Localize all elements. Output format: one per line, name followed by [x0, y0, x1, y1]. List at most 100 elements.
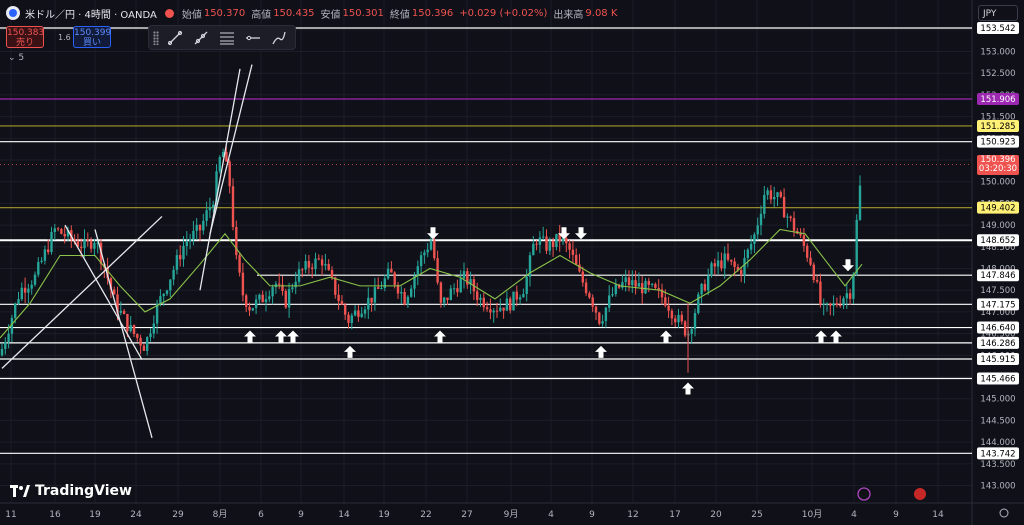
candle-body — [96, 242, 99, 244]
candle-body — [832, 303, 835, 306]
candle-body — [476, 291, 479, 300]
x-tick-label: 27 — [461, 510, 472, 520]
candle-body — [664, 297, 667, 306]
candle-body — [4, 341, 7, 349]
candle-body — [337, 294, 340, 301]
candle-body — [205, 210, 208, 221]
candle-body — [825, 303, 829, 305]
x-tick-label: 10月 — [802, 509, 822, 520]
candle-body — [545, 236, 548, 251]
bar-countdown: 03:20:30 — [978, 163, 1018, 174]
candle-body — [363, 309, 367, 314]
candle-body — [598, 312, 601, 324]
candle-body — [848, 293, 852, 299]
level-price-tag — [977, 321, 1019, 334]
candle-body — [50, 231, 53, 253]
candle-body — [198, 224, 202, 231]
candles — [0, 146, 862, 373]
candle-body — [396, 284, 400, 294]
candle-body — [522, 293, 525, 298]
candle-body — [799, 233, 802, 236]
candle-body — [188, 239, 192, 242]
candle-body — [667, 305, 670, 311]
candle-body — [650, 283, 654, 285]
candle-body — [786, 216, 789, 218]
up-arrow-marker — [244, 330, 256, 343]
buy-button[interactable]: 150.399 買い — [73, 26, 111, 48]
candle-body — [360, 313, 363, 317]
currency-selector[interactable]: JPY — [978, 5, 1018, 21]
x-tick-label: 14 — [338, 510, 350, 520]
horizontal-line-tool-icon[interactable] — [243, 28, 264, 48]
candle-body — [426, 249, 429, 253]
candle-body — [268, 296, 271, 300]
candle-body — [327, 263, 330, 270]
high-value: 150.435 — [273, 7, 315, 19]
candle-body — [10, 317, 14, 334]
candle-body — [152, 323, 155, 334]
candle-body — [575, 254, 578, 265]
trend-line-tool-icon[interactable] — [165, 28, 186, 48]
symbol-title[interactable]: 米ドル／円 · 4時間 · OANDA — [25, 9, 157, 21]
flag-icon — [914, 488, 926, 500]
candle-body — [406, 296, 410, 305]
candle-body — [155, 303, 159, 324]
candle-body — [802, 235, 806, 246]
volume-value: 9.08 K — [585, 7, 618, 19]
candle-body — [30, 284, 33, 289]
pen-tool-icon[interactable] — [269, 28, 290, 48]
x-tick-label: 20 — [710, 510, 722, 520]
candle-body — [400, 291, 403, 294]
candle-body — [287, 289, 291, 308]
up-arrow-marker — [434, 330, 446, 343]
candle-body — [291, 287, 294, 290]
candle-body — [119, 310, 122, 313]
candle-body — [165, 290, 169, 294]
candle-body — [172, 269, 175, 280]
candle-body — [789, 216, 792, 219]
market-status-icon — [164, 8, 174, 18]
trend-line — [64, 224, 143, 360]
candle-body — [70, 230, 73, 239]
candle-body — [479, 297, 482, 300]
high-label: 高値 — [251, 9, 272, 21]
candle-body — [806, 245, 809, 258]
candle-body — [505, 298, 509, 311]
candle-body — [515, 291, 518, 300]
trend-line — [209, 64, 253, 234]
ray-tool-icon[interactable] — [191, 28, 212, 48]
candle-body — [53, 228, 56, 232]
candle-body — [548, 241, 551, 251]
candle-body — [347, 314, 350, 323]
indicator-toggle[interactable]: ⌄ 5 — [8, 53, 24, 63]
candle-body — [608, 295, 611, 308]
candle-body — [320, 259, 324, 266]
fib-tool-icon[interactable] — [217, 28, 238, 48]
x-tick-label: 25 — [751, 510, 762, 520]
level-price-label: 149.402 — [980, 204, 1015, 214]
trend-line — [1, 215, 163, 369]
candle-body — [660, 289, 664, 298]
candle-body — [713, 263, 716, 267]
candle-body — [146, 337, 149, 351]
candle-body — [304, 260, 307, 270]
trend-lines — [1, 64, 253, 438]
candle-body — [60, 228, 63, 234]
sell-button[interactable]: 150.383 売り — [6, 26, 44, 48]
candle-body — [456, 288, 459, 293]
up-arrow-marker — [682, 382, 694, 395]
candle-body — [14, 303, 17, 318]
candle-body — [416, 266, 419, 276]
candle-body — [839, 304, 842, 306]
candle-body — [858, 185, 862, 220]
candle-body — [485, 307, 489, 310]
candle-body — [749, 243, 753, 250]
candle-body — [469, 279, 472, 285]
drag-handle-icon[interactable] — [153, 30, 159, 45]
up-arrow-marker — [595, 345, 607, 358]
y-tick-label: 150.000 — [980, 178, 1015, 188]
candle-body — [423, 252, 426, 256]
candle-body — [254, 299, 258, 309]
candle-body — [235, 227, 238, 256]
